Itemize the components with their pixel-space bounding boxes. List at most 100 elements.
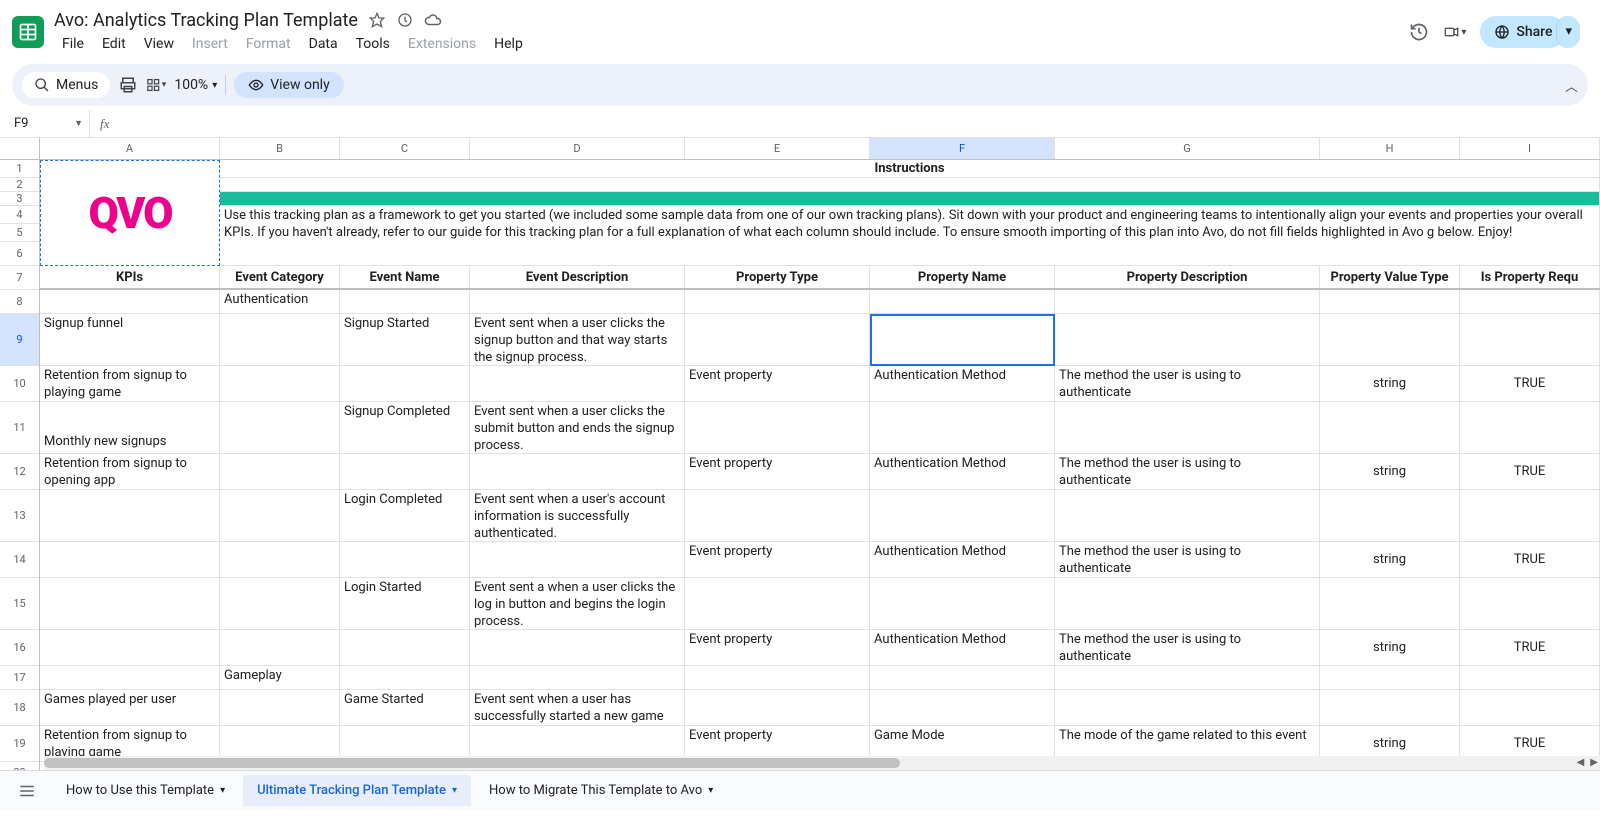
scroll-arrows[interactable]: ◀▶ xyxy=(1577,757,1598,768)
cell[interactable]: Monthly new signups xyxy=(40,402,220,453)
cell[interactable] xyxy=(220,314,340,365)
cell[interactable]: Event Description xyxy=(470,266,685,288)
cell[interactable] xyxy=(685,402,870,453)
row-header-20[interactable]: 20 xyxy=(0,762,39,770)
menu-view[interactable]: View xyxy=(136,34,182,54)
col-header-G[interactable]: G xyxy=(1055,138,1320,159)
name-box[interactable]: F9▼ xyxy=(0,110,90,137)
cell[interactable] xyxy=(1460,666,1600,689)
col-header-H[interactable]: H xyxy=(1320,138,1460,159)
menu-tools[interactable]: Tools xyxy=(348,34,398,54)
cell[interactable] xyxy=(340,630,470,665)
cell[interactable]: Event sent a when a user clicks the log … xyxy=(470,578,685,629)
cell[interactable]: string xyxy=(1320,454,1460,489)
col-header-C[interactable]: C xyxy=(340,138,470,159)
sheet-tab[interactable]: How to Use this Template▾ xyxy=(52,775,239,806)
cell[interactable]: TRUE xyxy=(1460,542,1600,577)
cell[interactable]: Authentication Method xyxy=(870,630,1055,665)
cell[interactable] xyxy=(1460,314,1600,365)
filter-icon[interactable]: ▾ xyxy=(146,75,166,95)
row-header-3[interactable]: 3 xyxy=(0,192,39,206)
cell[interactable]: Use this tracking plan as a framework to… xyxy=(220,206,1600,265)
select-all-corner[interactable] xyxy=(0,138,40,159)
menu-file[interactable]: File xyxy=(54,34,92,54)
cell[interactable] xyxy=(685,490,870,541)
cell[interactable] xyxy=(870,314,1055,365)
row-header-19[interactable]: 19 xyxy=(0,726,39,762)
cell[interactable] xyxy=(470,666,685,689)
cell[interactable] xyxy=(220,192,1600,205)
row-header-17[interactable]: 17 xyxy=(0,666,39,690)
cell[interactable] xyxy=(685,690,870,725)
cell[interactable] xyxy=(220,454,340,489)
cell[interactable]: Login Completed xyxy=(340,490,470,541)
sheet-tab[interactable]: How to Migrate This Template to Avo▾ xyxy=(475,775,727,806)
cell[interactable] xyxy=(220,630,340,665)
cell[interactable]: Retention from signup to playing game xyxy=(40,366,220,401)
cell[interactable]: Event sent when a user clicks the signup… xyxy=(470,314,685,365)
cell[interactable]: Event sent when a user has successfully … xyxy=(470,690,685,725)
cell[interactable]: Instructions xyxy=(220,160,1600,177)
cell[interactable]: The method the user is using to authenti… xyxy=(1055,366,1320,401)
row-header-12[interactable]: 12 xyxy=(0,454,39,490)
cloud-icon[interactable] xyxy=(424,11,442,29)
cell[interactable] xyxy=(470,454,685,489)
cell[interactable]: Event property xyxy=(685,542,870,577)
avo-logo-image[interactable]: QVO xyxy=(40,160,220,266)
cell[interactable] xyxy=(1320,314,1460,365)
cell[interactable]: The method the user is using to authenti… xyxy=(1055,542,1320,577)
cell[interactable]: Property Description xyxy=(1055,266,1320,288)
cell[interactable]: string xyxy=(1320,366,1460,401)
col-header-I[interactable]: I xyxy=(1460,138,1600,159)
cell[interactable] xyxy=(1055,402,1320,453)
cell[interactable] xyxy=(1320,578,1460,629)
share-button[interactable]: Share xyxy=(1480,16,1566,48)
cell[interactable] xyxy=(220,366,340,401)
row-header-7[interactable]: 7 xyxy=(0,266,39,290)
menu-edit[interactable]: Edit xyxy=(94,34,134,54)
cell[interactable] xyxy=(340,542,470,577)
cell[interactable]: Is Property Requ xyxy=(1460,266,1600,288)
cell[interactable] xyxy=(40,490,220,541)
cell[interactable]: Event Name xyxy=(340,266,470,288)
cell[interactable]: The method the user is using to authenti… xyxy=(1055,454,1320,489)
cell[interactable]: The method the user is using to authenti… xyxy=(1055,630,1320,665)
cell[interactable] xyxy=(40,290,220,313)
row-header-6[interactable]: 6 xyxy=(0,242,39,266)
cell[interactable] xyxy=(1320,666,1460,689)
row-header-13[interactable]: 13 xyxy=(0,490,39,542)
row-header-8[interactable]: 8 xyxy=(0,290,39,314)
cell[interactable] xyxy=(340,454,470,489)
cell[interactable]: Property Type xyxy=(685,266,870,288)
cell[interactable] xyxy=(40,666,220,689)
cell[interactable]: Signup Started xyxy=(340,314,470,365)
cell[interactable] xyxy=(1460,402,1600,453)
cell[interactable]: Property Value Type xyxy=(1320,266,1460,288)
collapse-toolbar-icon[interactable]: ︿ xyxy=(1565,76,1578,95)
row-header-10[interactable]: 10 xyxy=(0,366,39,402)
cell[interactable] xyxy=(685,666,870,689)
cell[interactable] xyxy=(470,366,685,401)
cell[interactable]: Gameplay xyxy=(220,666,340,689)
cell[interactable] xyxy=(870,402,1055,453)
cell[interactable]: Games played per user xyxy=(40,690,220,725)
horizontal-scrollbar[interactable] xyxy=(44,756,1600,770)
cell[interactable]: Property Name xyxy=(870,266,1055,288)
cell[interactable] xyxy=(40,542,220,577)
menu-data[interactable]: Data xyxy=(301,34,346,54)
cell[interactable] xyxy=(1320,402,1460,453)
cell[interactable]: Game Started xyxy=(340,690,470,725)
move-icon[interactable] xyxy=(396,11,414,29)
cell[interactable] xyxy=(1320,690,1460,725)
col-header-B[interactable]: B xyxy=(220,138,340,159)
cell[interactable] xyxy=(685,314,870,365)
cell[interactable]: KPIs xyxy=(40,266,220,288)
cell[interactable] xyxy=(1055,666,1320,689)
cell[interactable]: string xyxy=(1320,630,1460,665)
cell[interactable] xyxy=(470,290,685,313)
zoom-select[interactable]: 100% ▾ xyxy=(174,77,217,93)
cell[interactable] xyxy=(220,578,340,629)
cell[interactable] xyxy=(470,630,685,665)
sheets-logo[interactable] xyxy=(12,16,44,48)
cell[interactable] xyxy=(1460,578,1600,629)
